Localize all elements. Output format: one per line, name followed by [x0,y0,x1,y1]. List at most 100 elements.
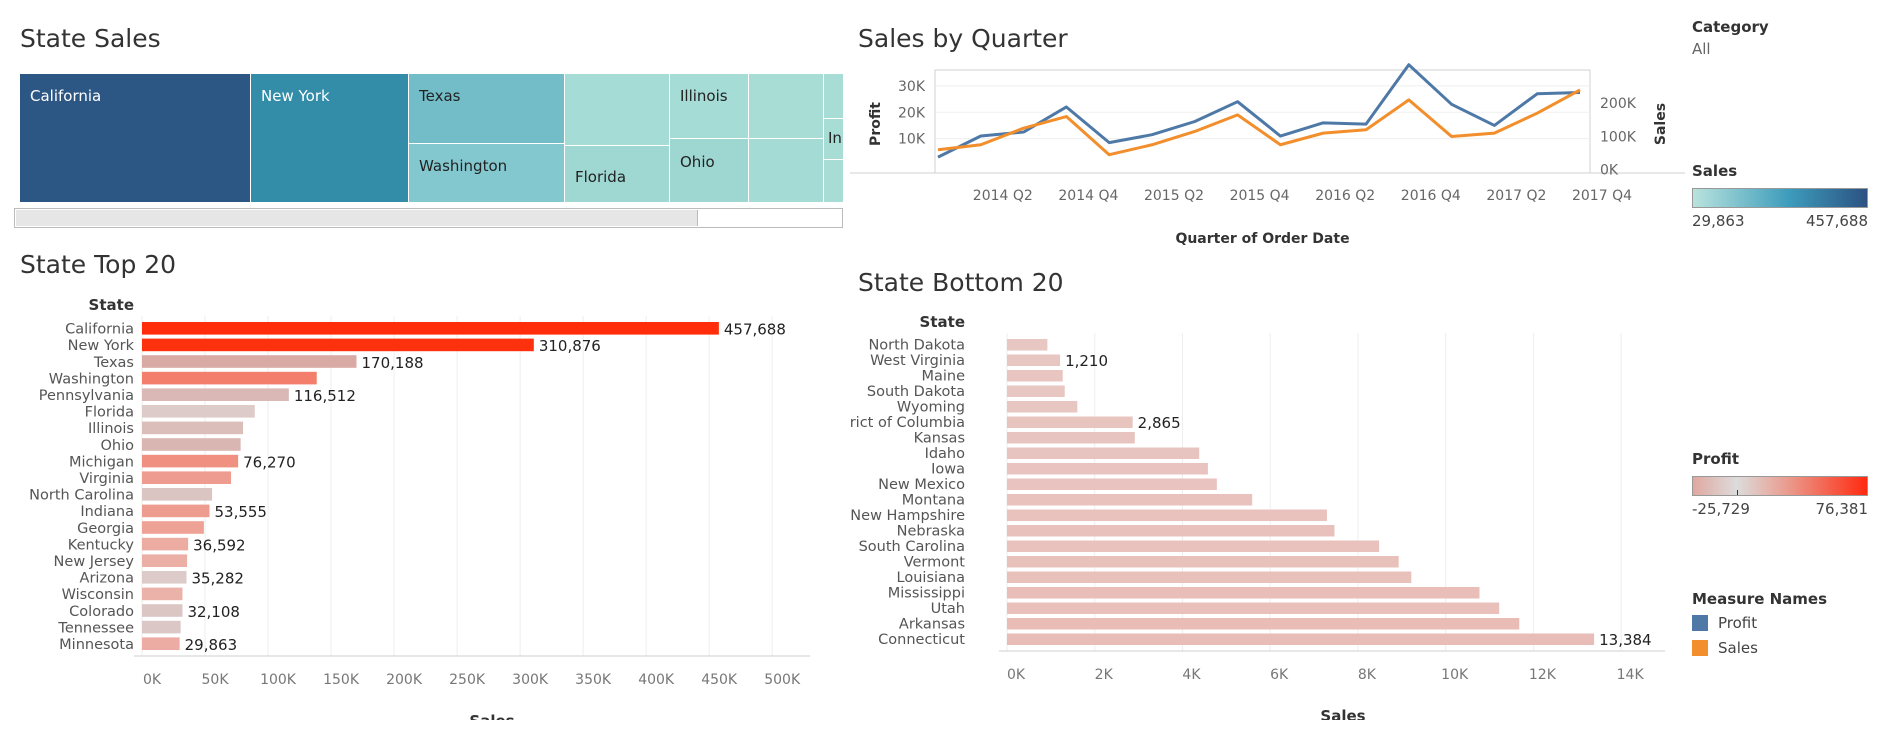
bar [142,571,187,584]
treemap-scrollbar-thumb[interactable] [16,210,698,226]
bar [1007,447,1200,459]
bar [142,454,239,468]
x-tick-label: 2014 Q2 [973,188,1033,204]
state-label: Arizona [80,571,134,587]
top20-title: State Top 20 [20,250,177,279]
measure-item-sales[interactable]: Sales [1692,639,1872,657]
x-tick-label: 2017 Q4 [1572,188,1632,204]
treemap-label: California [30,87,102,105]
x-tick-label: 4K [1182,667,1201,683]
treemap-title: State Sales [20,24,161,53]
state-label: South Carolina [859,539,965,555]
x-tick-label: 200K [386,672,423,688]
category-filter[interactable]: Category All [1692,18,1769,58]
treemap-cell-ohio[interactable]: Ohio [670,139,748,202]
bar [142,438,241,451]
row-header: State [89,296,134,314]
bar [142,405,255,418]
state-label: North Dakota [868,338,965,354]
treemap-cell[interactable] [824,74,843,118]
bar [142,388,289,401]
profit-gradient-bar [1692,476,1868,496]
x-tick-label: 2015 Q2 [1144,188,1204,204]
x-tick-label: 50K [202,672,230,688]
treemap-scrollbar[interactable] [14,208,843,228]
bottom20-title: State Bottom 20 [858,268,1064,297]
data-label: 1,210 [1065,352,1108,370]
bar [1007,494,1253,506]
treemap-label: Texas [419,87,461,105]
x-axis-title: Quarter of Order Date [1175,231,1349,247]
y-right-axis-title: Sales [1653,103,1669,145]
y-left-tick-label: 20K [898,105,926,121]
state-label: Montana [902,493,965,509]
measure-item-profit[interactable]: Profit [1692,614,1872,632]
data-label: 170,188 [362,354,424,372]
state-label: Louisiana [897,570,965,586]
x-tick-label: 300K [512,672,549,688]
bar [142,504,210,518]
bar [1007,432,1135,444]
sales-legend-max: 457,688 [1805,212,1868,230]
treemap-cell-california[interactable]: California [20,74,250,202]
measure-legend-title: Measure Names [1692,590,1828,608]
state-label: Florida [85,405,134,421]
treemap-cell[interactable] [749,139,823,202]
treemap-cell-illinois[interactable]: Illinois [670,74,748,138]
treemap-cell[interactable] [565,74,669,145]
state-label: Virginia [79,471,134,487]
state-label: Minnesota [59,637,134,653]
x-tick-label: 400K [638,672,675,688]
bar [1007,509,1327,521]
series-line-sales [937,88,1581,157]
bar [142,554,188,567]
data-label: 457,688 [724,321,786,339]
sales-by-quarter-chart: 10K 20K 30K 0K 100K 200K Profit Sales 2014 Q2 201… [850,63,1685,247]
treemap-cell-florida[interactable]: Florida [565,146,669,202]
bar [142,355,357,368]
state-label: Arkansas [899,617,965,633]
y-right-tick-label: 0K [1600,163,1619,179]
x-tick-label: 2015 Q4 [1230,188,1290,204]
x-tick-label: 450K [701,672,738,688]
treemap-cell-in[interactable]: In [824,119,843,159]
profit-legend-title: Profit [1692,450,1739,468]
bar [1007,633,1595,645]
state-label: North Carolina [29,488,134,504]
x-tick-label: 0K [143,672,162,688]
x-tick-label: 2017 Q2 [1486,188,1546,204]
quarter-chart-title: Sales by Quarter [858,24,1068,53]
y-left-axis-title: Profit [868,102,884,146]
data-label: 53,555 [214,503,267,521]
state-label: Colorado [69,604,134,620]
state-label: District of Columbia [850,415,965,431]
bar [1007,618,1520,630]
treemap-cell-new-york[interactable]: New York [251,74,408,202]
state-label: Michigan [69,454,134,470]
measure-names-legend: Measure Names Profit Sales [1692,590,1872,657]
state-label: Wyoming [897,400,965,416]
data-label: 35,282 [191,570,244,588]
x-axis-title: Sales [469,712,514,720]
state-label: New Mexico [878,477,965,493]
row-header: State [920,313,965,331]
bar [1007,354,1061,366]
sales-swatch [1692,640,1708,656]
profit-legend-min: -25,729 [1692,500,1750,518]
bar [1007,385,1065,397]
treemap-cell[interactable] [824,160,843,202]
treemap-cell-washington[interactable]: Washington [409,144,564,202]
treemap-cell[interactable] [749,74,823,138]
bar [1007,478,1217,490]
profit-swatch [1692,615,1708,631]
state-bottom20-chart: 0K 2K 4K 6K 8K 10K 12K 14K State North DakotaWest… [850,313,1665,720]
category-filter-value[interactable]: All [1692,40,1711,58]
x-tick-label: 2016 Q4 [1401,188,1461,204]
treemap-cell-texas[interactable]: Texas [409,74,564,143]
state-label: Illinois [88,421,134,437]
state-label: New Jersey [54,554,135,570]
state-label: Wisconsin [62,587,134,603]
treemap: California New York Texas Washington Florida… [20,74,843,202]
treemap-label: New York [261,87,330,105]
data-label: 310,876 [539,337,601,355]
